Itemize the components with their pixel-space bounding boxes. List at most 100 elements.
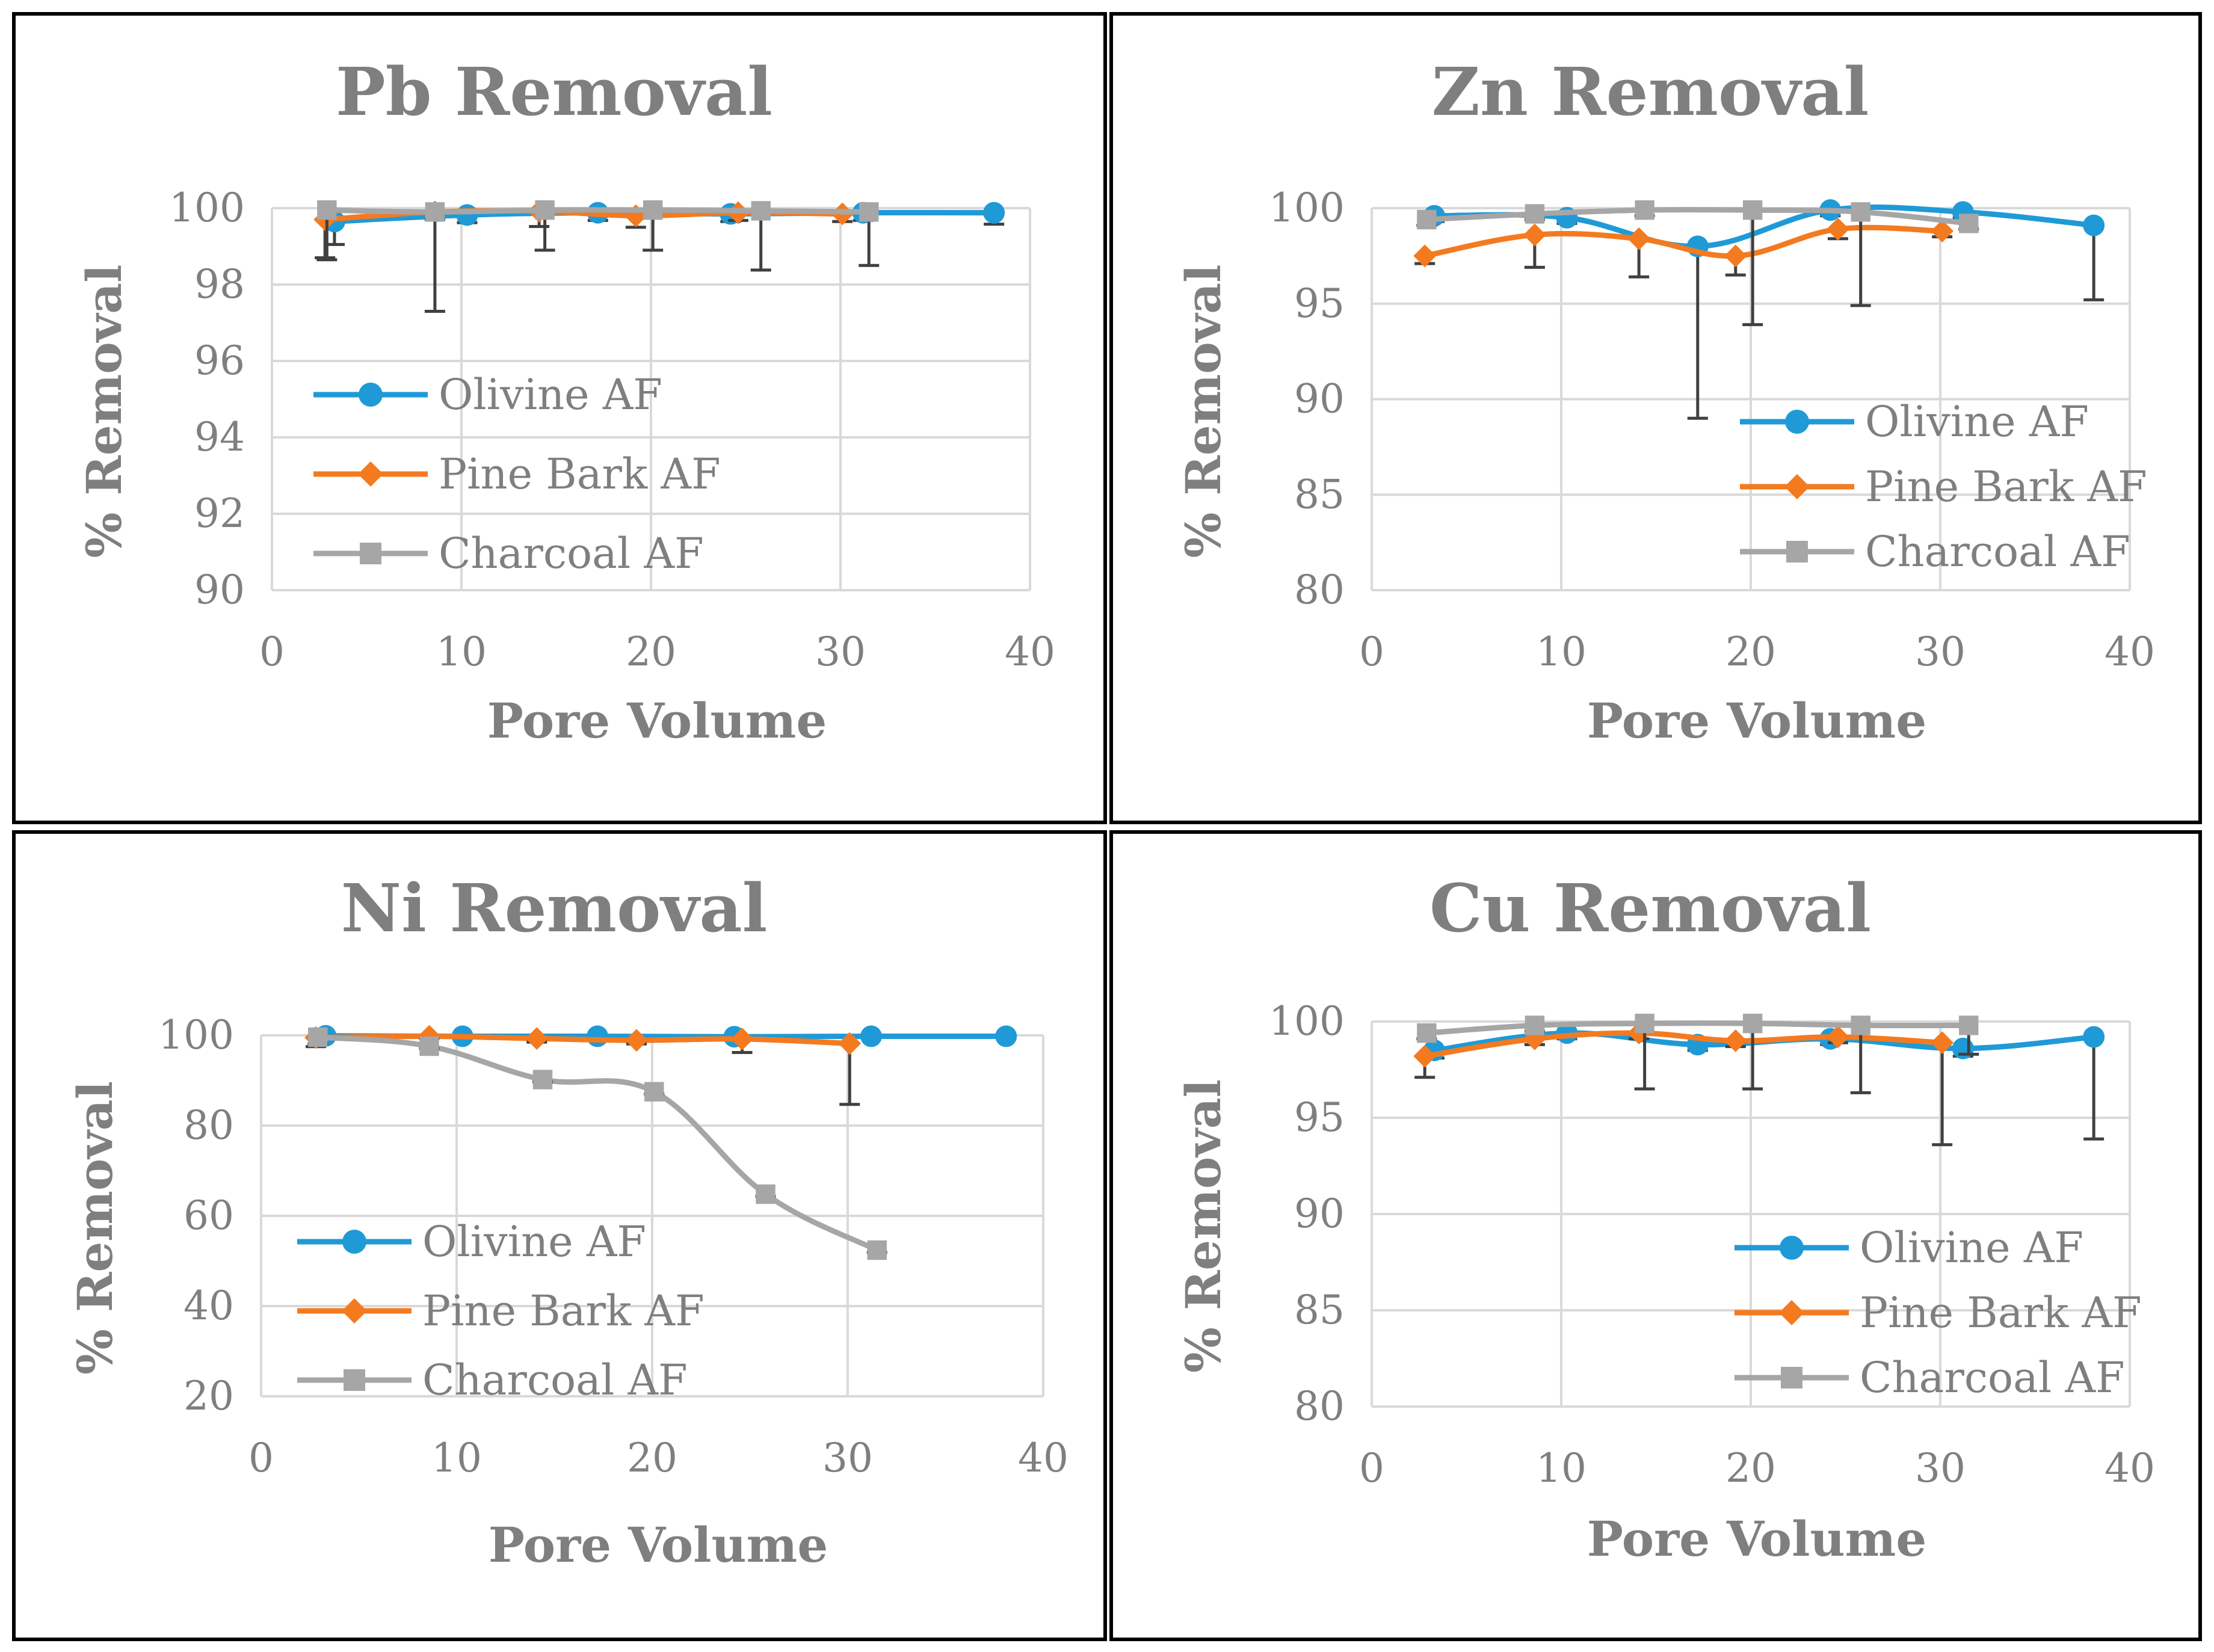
zn-legend-marker-olivine xyxy=(1785,410,1809,434)
zn-point-pine-bark xyxy=(1627,227,1651,250)
pb-point-charcoal xyxy=(317,200,337,220)
ni-x-tick-label: 10 xyxy=(431,1435,482,1481)
zn-chart-title: Zn Removal xyxy=(1432,53,1869,131)
zn-x-tick-label: 0 xyxy=(1359,629,1384,675)
ni-legend-label-charcoal: Charcoal AF xyxy=(422,1355,688,1405)
ni-x-tick-label: 20 xyxy=(627,1435,677,1481)
zn-x-tick-label: 40 xyxy=(2105,629,2155,675)
cu-x-axis-label: Pore Volume xyxy=(1587,1511,1926,1567)
zn-y-tick-label: 90 xyxy=(1294,376,1345,422)
cu-error-bar xyxy=(1932,1043,1953,1147)
pb-point-olivine xyxy=(456,204,478,226)
pb-y-tick-label: 90 xyxy=(194,567,245,613)
cu-point-charcoal xyxy=(1417,1023,1437,1043)
ni-legend-label-pine-bark: Pine Bark AF xyxy=(422,1286,705,1336)
zn-x-axis-label: Pore Volume xyxy=(1587,692,1926,749)
ni-y-tick-label: 20 xyxy=(183,1373,234,1419)
zn-legend-label-charcoal: Charcoal AF xyxy=(1865,527,2130,576)
zn-y-tick-label: 95 xyxy=(1294,280,1345,327)
ni-point-charcoal xyxy=(644,1082,664,1102)
cu-legend-marker-charcoal xyxy=(1781,1367,1802,1388)
zn-error-bar xyxy=(1687,246,1708,420)
cu-legend-marker-pine-bark xyxy=(1779,1300,1804,1325)
pb-point-charcoal xyxy=(859,202,879,222)
ni-point-pine-bark xyxy=(730,1028,754,1050)
ni-y-tick-label: 60 xyxy=(183,1192,234,1239)
cu-point-charcoal xyxy=(1851,1016,1870,1035)
zn-series-line-pine-bark xyxy=(1424,224,1943,259)
zn-series-olivine xyxy=(1423,199,2105,420)
ni-point-olivine xyxy=(860,1025,882,1047)
zn-y-axis-label: % Removal xyxy=(1175,265,1232,558)
zn-legend-label-olivine: Olivine AF xyxy=(1865,397,2089,446)
pb-x-tick-label: 10 xyxy=(436,629,487,675)
cu-y-axis-label: % Removal xyxy=(1175,1079,1232,1373)
cu-legend-marker-olivine xyxy=(1780,1236,1804,1260)
panel-pb: Pb Removal 90 92 94 96 98 100 0 10 20 30 40 Pore Vol… xyxy=(12,12,1107,824)
ni-y-axis-label: % Removal xyxy=(67,1081,123,1375)
cu-chart-title: Cu Removal xyxy=(1429,869,1871,947)
pb-x-tick-label: 40 xyxy=(1005,629,1055,675)
cu-legend-label-charcoal: Charcoal AF xyxy=(1860,1353,2125,1402)
cu-x-tick-label: 10 xyxy=(1536,1445,1586,1491)
chart-pb: Pb Removal 90 92 94 96 98 100 0 10 20 30 40 Pore Vol… xyxy=(76,53,1055,749)
pb-series-line-charcoal xyxy=(327,207,869,215)
cu-series-pine-bark xyxy=(1413,1022,1954,1147)
cu-legend: Olivine AF Pine Bark AF Charcoal AF xyxy=(1735,1223,2142,1402)
ni-point-pine-bark xyxy=(525,1027,549,1050)
ni-point-olivine xyxy=(587,1025,608,1047)
zn-legend-label-pine-bark: Pine Bark AF xyxy=(1865,462,2147,511)
pb-point-charcoal xyxy=(751,201,771,221)
zn-error-bar xyxy=(1742,210,1763,327)
cu-legend-label-pine-bark: Pine Bark AF xyxy=(1860,1288,2142,1337)
pb-x-tick-label: 30 xyxy=(815,629,866,675)
pb-legend: Olivine AF Pine Bark AF Charcoal AF xyxy=(313,370,721,578)
zn-legend: Olivine AF Pine Bark AF Charcoal AF xyxy=(1740,397,2147,576)
cu-x-tick-label: 40 xyxy=(2105,1445,2155,1491)
ni-chart-title: Ni Removal xyxy=(341,869,768,947)
ni-y-tick-label: 40 xyxy=(183,1283,234,1329)
ni-x-tick-label: 0 xyxy=(248,1435,274,1481)
cu-y-tick-label: 80 xyxy=(1294,1383,1345,1429)
cu-y-tick-label: 100 xyxy=(1269,998,1345,1044)
panel-cu: Cu Removal 80 85 90 95 100 0 10 20 30 40 Pore Volum… xyxy=(1109,830,2202,1641)
ni-legend-marker-pine-bark xyxy=(342,1298,367,1324)
ni-point-charcoal xyxy=(308,1027,328,1047)
pb-point-charcoal xyxy=(535,200,555,220)
pb-error-bar xyxy=(424,212,445,313)
zn-series-charcoal xyxy=(1416,200,1979,327)
pb-y-tick-label: 94 xyxy=(194,414,245,460)
pb-y-tick-label: 100 xyxy=(169,185,245,231)
panel-zn: Zn Removal 80 85 90 95 100 0 10 20 30 40 Pore Volum… xyxy=(1109,12,2202,824)
cu-grid xyxy=(1371,1020,2131,1408)
ni-point-pine-bark xyxy=(838,1032,862,1055)
ni-legend: Olivine AF Pine Bark AF Charcoal AF xyxy=(297,1217,705,1405)
zn-y-tick-label: 85 xyxy=(1294,471,1345,517)
chart-zn: Zn Removal 80 85 90 95 100 0 10 20 30 40 Pore Volum… xyxy=(1175,53,2155,749)
zn-legend-marker-charcoal xyxy=(1786,541,1808,562)
cu-y-tick-label: 85 xyxy=(1294,1287,1345,1333)
zn-x-tick-label: 10 xyxy=(1536,629,1586,675)
cu-y-tick-label: 90 xyxy=(1294,1191,1345,1237)
cu-y-tick-label: 95 xyxy=(1294,1094,1345,1141)
chart-ni: Ni Removal 20 40 60 80 100 0 10 20 30 40 Pore Volum… xyxy=(67,869,1068,1573)
pb-y-tick-label: 92 xyxy=(194,490,245,537)
ni-series-line-pine-bark xyxy=(315,1033,850,1046)
pb-y-axis-label: % Removal xyxy=(76,265,132,558)
ni-legend-label-olivine: Olivine AF xyxy=(422,1217,646,1266)
zn-error-bar xyxy=(2083,225,2105,301)
cu-point-charcoal xyxy=(1635,1014,1654,1034)
zn-point-charcoal xyxy=(1851,202,1870,222)
chart-cu: Cu Removal 80 85 90 95 100 0 10 20 30 40 Pore Volum… xyxy=(1175,869,2155,1567)
zn-point-pine-bark xyxy=(1523,223,1546,247)
ni-point-pine-bark xyxy=(625,1029,648,1052)
ni-point-charcoal xyxy=(867,1240,887,1260)
ni-x-tick-label: 40 xyxy=(1018,1435,1068,1481)
cu-x-tick-label: 30 xyxy=(1915,1445,1966,1491)
cu-point-olivine xyxy=(1952,1037,1974,1059)
ni-y-tick-label: 100 xyxy=(158,1012,234,1058)
zn-point-charcoal xyxy=(1417,209,1437,230)
pb-chart-title: Pb Removal xyxy=(336,53,772,131)
cu-point-pine-bark xyxy=(1724,1029,1747,1052)
cu-point-olivine xyxy=(2083,1026,2105,1048)
